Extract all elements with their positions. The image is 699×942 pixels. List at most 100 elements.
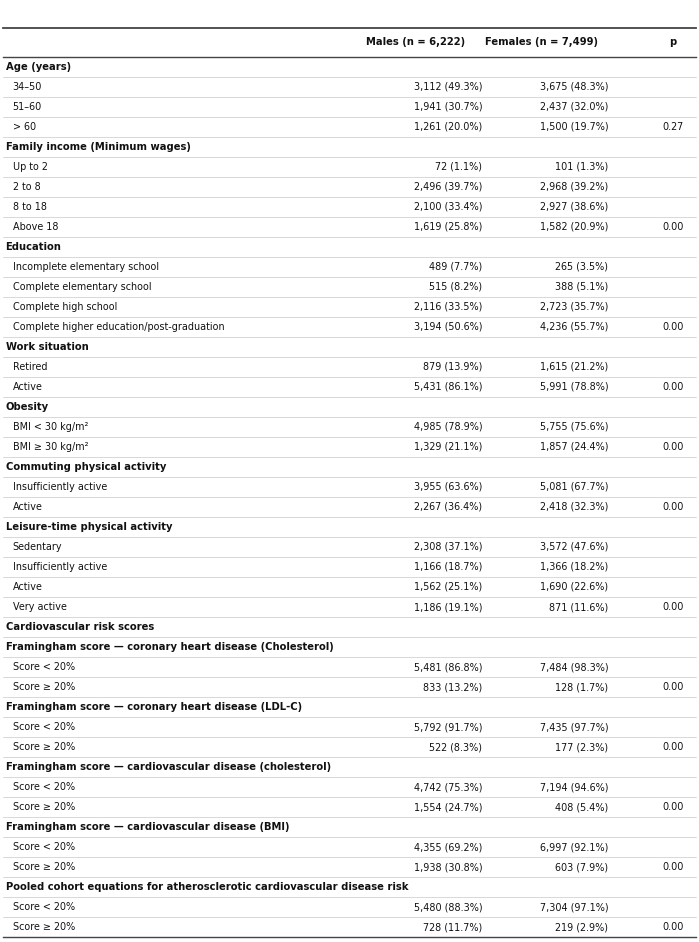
Text: 0.00: 0.00 <box>663 862 684 872</box>
Text: 7,194 (94.6%): 7,194 (94.6%) <box>540 782 608 792</box>
Text: 8 to 18: 8 to 18 <box>13 202 47 212</box>
Text: Sedentary: Sedentary <box>13 542 62 552</box>
Text: Up to 2: Up to 2 <box>13 162 48 171</box>
Text: Score < 20%: Score < 20% <box>13 723 75 732</box>
Text: Complete higher education/post-graduation: Complete higher education/post-graduatio… <box>13 322 224 332</box>
Text: 5,480 (88.3%): 5,480 (88.3%) <box>414 902 482 912</box>
Text: Work situation: Work situation <box>6 342 88 351</box>
Text: 1,582 (20.9%): 1,582 (20.9%) <box>540 221 608 232</box>
Text: 0.00: 0.00 <box>663 442 684 452</box>
Text: 1,615 (21.2%): 1,615 (21.2%) <box>540 362 608 372</box>
Text: Very active: Very active <box>13 602 66 612</box>
Text: 0.00: 0.00 <box>663 322 684 332</box>
Text: 728 (11.7%): 728 (11.7%) <box>423 922 482 933</box>
Text: Framingham score — cardiovascular disease (BMI): Framingham score — cardiovascular diseas… <box>6 822 289 832</box>
Text: Insufficiently active: Insufficiently active <box>13 482 107 492</box>
Text: 0.00: 0.00 <box>663 742 684 752</box>
Text: Age (years): Age (years) <box>6 61 71 72</box>
Text: 3,675 (48.3%): 3,675 (48.3%) <box>540 82 608 91</box>
Text: Insufficiently active: Insufficiently active <box>13 562 107 572</box>
Text: 219 (2.9%): 219 (2.9%) <box>555 922 608 933</box>
Text: 2,100 (33.4%): 2,100 (33.4%) <box>414 202 482 212</box>
Text: Score ≥ 20%: Score ≥ 20% <box>13 742 75 752</box>
Text: 408 (5.4%): 408 (5.4%) <box>555 803 608 812</box>
Text: 2 to 8: 2 to 8 <box>13 182 41 191</box>
Text: 51–60: 51–60 <box>13 102 42 111</box>
Text: Females (n = 7,499): Females (n = 7,499) <box>485 37 598 47</box>
Text: 1,500 (19.7%): 1,500 (19.7%) <box>540 122 608 132</box>
Text: 4,355 (69.2%): 4,355 (69.2%) <box>414 842 482 853</box>
Text: 7,304 (97.1%): 7,304 (97.1%) <box>540 902 608 912</box>
Text: Cardiovascular risk scores: Cardiovascular risk scores <box>6 622 154 632</box>
Text: 5,431 (86.1%): 5,431 (86.1%) <box>414 382 482 392</box>
Text: Leisure-time physical activity: Leisure-time physical activity <box>6 522 172 532</box>
Text: 2,267 (36.4%): 2,267 (36.4%) <box>415 502 482 512</box>
Text: p: p <box>670 37 677 47</box>
Text: 3,194 (50.6%): 3,194 (50.6%) <box>414 322 482 332</box>
Text: 34–50: 34–50 <box>13 82 42 91</box>
Text: 72 (1.1%): 72 (1.1%) <box>435 162 482 171</box>
Text: Active: Active <box>13 582 43 592</box>
Text: 0.00: 0.00 <box>663 221 684 232</box>
Text: 833 (13.2%): 833 (13.2%) <box>423 682 482 692</box>
Text: Complete high school: Complete high school <box>13 301 117 312</box>
Text: 2,968 (39.2%): 2,968 (39.2%) <box>540 182 608 191</box>
Text: 2,723 (35.7%): 2,723 (35.7%) <box>540 301 608 312</box>
Text: 3,572 (47.6%): 3,572 (47.6%) <box>540 542 608 552</box>
Text: Retired: Retired <box>13 362 47 372</box>
Text: BMI ≥ 30 kg/m²: BMI ≥ 30 kg/m² <box>13 442 88 452</box>
Text: 4,236 (55.7%): 4,236 (55.7%) <box>540 322 608 332</box>
Text: Score < 20%: Score < 20% <box>13 662 75 672</box>
Text: 2,418 (32.3%): 2,418 (32.3%) <box>540 502 608 512</box>
Text: Pooled cohort equations for atherosclerotic cardiovascular disease risk: Pooled cohort equations for atherosclero… <box>6 883 408 892</box>
Text: 3,112 (49.3%): 3,112 (49.3%) <box>414 82 482 91</box>
Text: 4,742 (75.3%): 4,742 (75.3%) <box>414 782 482 792</box>
Text: 2,496 (39.7%): 2,496 (39.7%) <box>414 182 482 191</box>
Text: 1,329 (21.1%): 1,329 (21.1%) <box>414 442 482 452</box>
Text: Score ≥ 20%: Score ≥ 20% <box>13 682 75 692</box>
Text: 2,116 (33.5%): 2,116 (33.5%) <box>414 301 482 312</box>
Text: Score < 20%: Score < 20% <box>13 842 75 853</box>
Text: 1,166 (18.7%): 1,166 (18.7%) <box>414 562 482 572</box>
Text: Males (n = 6,222): Males (n = 6,222) <box>366 37 466 47</box>
Text: 1,366 (18.2%): 1,366 (18.2%) <box>540 562 608 572</box>
Text: 0.00: 0.00 <box>663 602 684 612</box>
Text: Score ≥ 20%: Score ≥ 20% <box>13 922 75 933</box>
Text: 7,435 (97.7%): 7,435 (97.7%) <box>540 723 608 732</box>
Text: 265 (3.5%): 265 (3.5%) <box>555 262 608 271</box>
Text: 1,554 (24.7%): 1,554 (24.7%) <box>414 803 482 812</box>
Text: Commuting physical activity: Commuting physical activity <box>6 462 166 472</box>
Text: > 60: > 60 <box>13 122 36 132</box>
Text: Above 18: Above 18 <box>13 221 58 232</box>
Text: 5,481 (86.8%): 5,481 (86.8%) <box>414 662 482 672</box>
Text: 0.00: 0.00 <box>663 922 684 933</box>
Text: 489 (7.7%): 489 (7.7%) <box>429 262 482 271</box>
Text: Score < 20%: Score < 20% <box>13 902 75 912</box>
Text: 101 (1.3%): 101 (1.3%) <box>555 162 608 171</box>
Text: 2,437 (32.0%): 2,437 (32.0%) <box>540 102 608 111</box>
Text: 1,857 (24.4%): 1,857 (24.4%) <box>540 442 608 452</box>
Text: Framingham score — coronary heart disease (Cholesterol): Framingham score — coronary heart diseas… <box>6 642 333 652</box>
Text: Framingham score — cardiovascular disease (cholesterol): Framingham score — cardiovascular diseas… <box>6 762 331 772</box>
Text: 1,690 (22.6%): 1,690 (22.6%) <box>540 582 608 592</box>
Text: 5,792 (91.7%): 5,792 (91.7%) <box>414 723 482 732</box>
Text: 0.00: 0.00 <box>663 382 684 392</box>
Text: 1,186 (19.1%): 1,186 (19.1%) <box>414 602 482 612</box>
Text: 388 (5.1%): 388 (5.1%) <box>555 282 608 292</box>
Text: Incomplete elementary school: Incomplete elementary school <box>13 262 159 271</box>
Text: 5,755 (75.6%): 5,755 (75.6%) <box>540 422 608 431</box>
Text: 5,991 (78.8%): 5,991 (78.8%) <box>540 382 608 392</box>
Text: 1,941 (30.7%): 1,941 (30.7%) <box>414 102 482 111</box>
Text: Family income (Minimum wages): Family income (Minimum wages) <box>6 141 190 152</box>
Text: BMI < 30 kg/m²: BMI < 30 kg/m² <box>13 422 88 431</box>
Text: Obesity: Obesity <box>6 402 49 412</box>
Text: 7,484 (98.3%): 7,484 (98.3%) <box>540 662 608 672</box>
Text: 5,081 (67.7%): 5,081 (67.7%) <box>540 482 608 492</box>
Text: 515 (8.2%): 515 (8.2%) <box>429 282 482 292</box>
Text: 0.00: 0.00 <box>663 682 684 692</box>
Text: 2,927 (38.6%): 2,927 (38.6%) <box>540 202 608 212</box>
Text: Framingham score — coronary heart disease (LDL-C): Framingham score — coronary heart diseas… <box>6 702 302 712</box>
Text: 4,985 (78.9%): 4,985 (78.9%) <box>414 422 482 431</box>
Text: 0.27: 0.27 <box>663 122 684 132</box>
Text: 1,562 (25.1%): 1,562 (25.1%) <box>414 582 482 592</box>
